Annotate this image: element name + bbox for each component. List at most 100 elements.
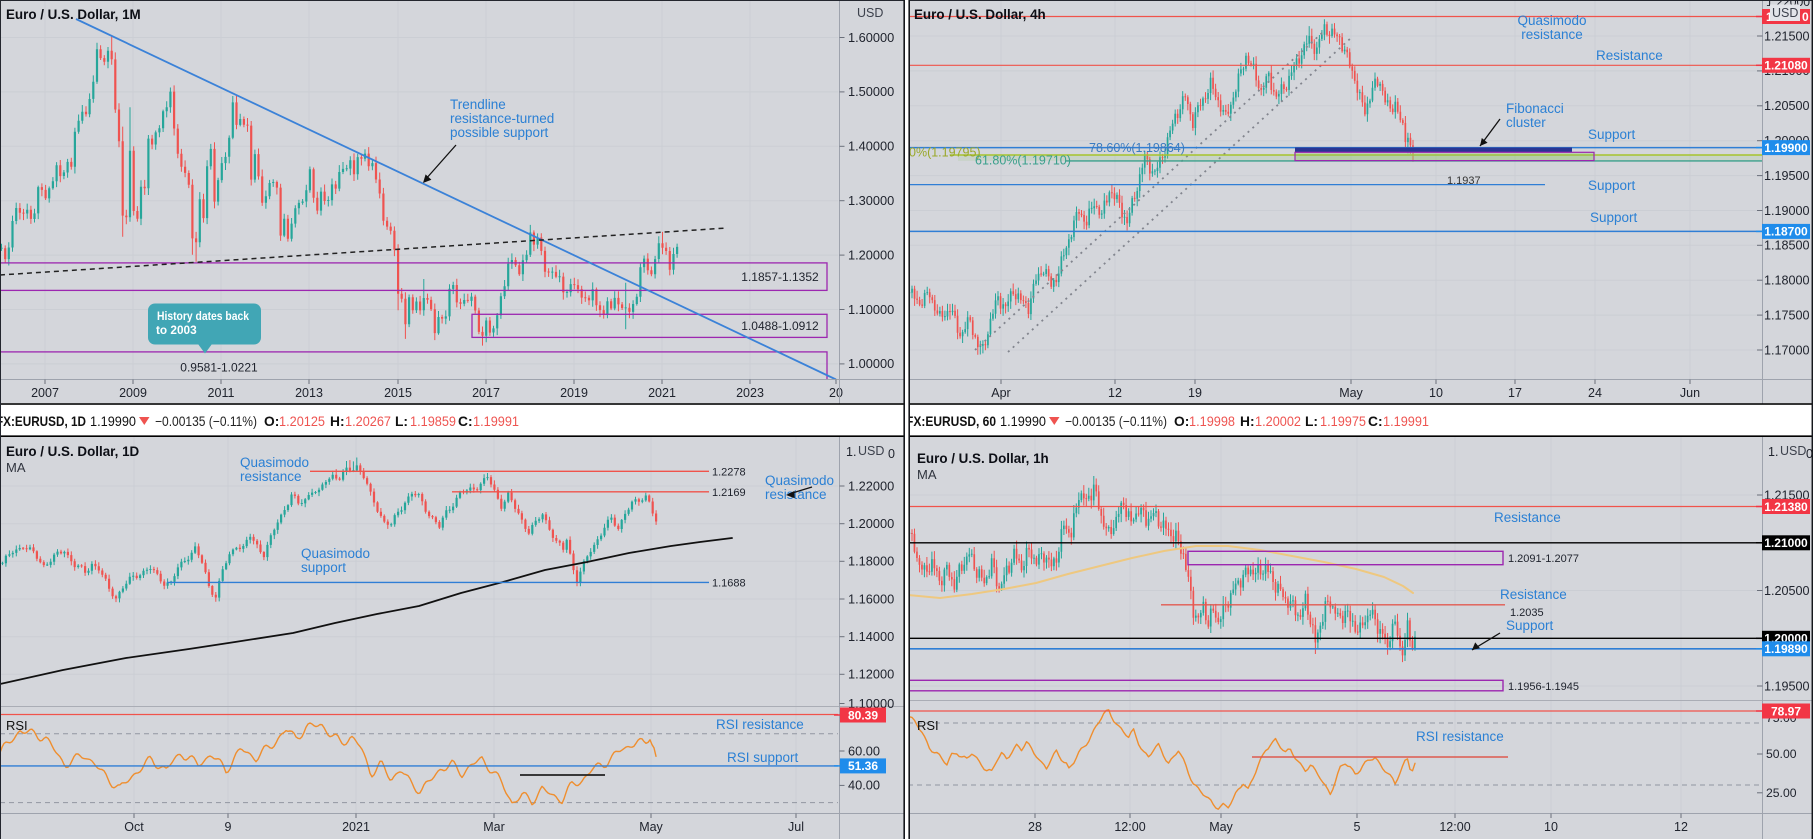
svg-text:0.9581-1.0221: 0.9581-1.0221 bbox=[180, 361, 258, 375]
svg-text:1.1857-1.1352: 1.1857-1.1352 bbox=[741, 270, 819, 284]
svg-text:H:: H: bbox=[1240, 414, 1255, 429]
svg-text:H:: H: bbox=[330, 414, 345, 429]
svg-text:2021: 2021 bbox=[342, 820, 370, 834]
svg-text:resistance: resistance bbox=[240, 469, 302, 484]
svg-text:Euro / U.S. Dollar, 1D: Euro / U.S. Dollar, 1D bbox=[6, 444, 140, 459]
svg-text:resistance: resistance bbox=[765, 487, 827, 502]
svg-text:L:: L: bbox=[395, 414, 408, 429]
svg-text:Support: Support bbox=[1588, 178, 1636, 193]
svg-text:Quasimodo: Quasimodo bbox=[301, 546, 370, 561]
svg-text:1.19990: 1.19990 bbox=[1000, 414, 1046, 429]
svg-text:resistance-turned: resistance-turned bbox=[450, 111, 554, 126]
svg-text:1.2091-1.2077: 1.2091-1.2077 bbox=[1508, 553, 1579, 565]
svg-text:17: 17 bbox=[1508, 386, 1522, 400]
svg-text:0%(1.19795): 0%(1.19795) bbox=[909, 146, 981, 160]
svg-text:1.2278: 1.2278 bbox=[712, 466, 746, 478]
svg-text:2015: 2015 bbox=[384, 386, 412, 400]
svg-text:Fibonacci: Fibonacci bbox=[1506, 101, 1564, 116]
svg-text:Jul: Jul bbox=[788, 820, 804, 834]
svg-text:2009: 2009 bbox=[119, 386, 147, 400]
svg-text:−0.00135 (−0.11%): −0.00135 (−0.11%) bbox=[1065, 414, 1167, 429]
svg-text:1.21080: 1.21080 bbox=[1764, 59, 1808, 73]
svg-text:USD: USD bbox=[1772, 6, 1798, 20]
svg-text:0: 0 bbox=[888, 447, 895, 461]
svg-text:1.1956-1.1945: 1.1956-1.1945 bbox=[1508, 681, 1579, 693]
svg-text:1.20500: 1.20500 bbox=[1764, 99, 1810, 113]
svg-text:1.10000: 1.10000 bbox=[848, 302, 894, 317]
svg-text:2013: 2013 bbox=[295, 386, 323, 400]
svg-text:1.19000: 1.19000 bbox=[1764, 204, 1810, 218]
svg-text:Quasimodo: Quasimodo bbox=[1517, 13, 1586, 28]
svg-text:Resistance: Resistance bbox=[1596, 48, 1663, 63]
svg-text:80.39: 80.39 bbox=[848, 708, 878, 722]
svg-text:0: 0 bbox=[1806, 447, 1813, 461]
svg-text:0: 0 bbox=[1802, 10, 1809, 24]
svg-text:51.36: 51.36 bbox=[848, 759, 878, 773]
svg-text:Apr: Apr bbox=[991, 386, 1010, 400]
svg-text:resistance: resistance bbox=[1521, 27, 1583, 42]
svg-text:10: 10 bbox=[1544, 820, 1558, 834]
svg-text:1.: 1. bbox=[1768, 445, 1778, 459]
svg-text:1.19859: 1.19859 bbox=[410, 414, 456, 429]
svg-text:Support: Support bbox=[1590, 210, 1638, 225]
svg-text:C:: C: bbox=[1368, 414, 1383, 429]
svg-text:1.19991: 1.19991 bbox=[473, 414, 519, 429]
svg-text:1.20267: 1.20267 bbox=[345, 414, 391, 429]
svg-text:RSI resistance: RSI resistance bbox=[1416, 729, 1504, 744]
svg-text:19: 19 bbox=[1188, 386, 1202, 400]
svg-text:20: 20 bbox=[829, 386, 843, 400]
svg-text:2011: 2011 bbox=[208, 386, 235, 400]
svg-text:−0.00135 (−0.11%): −0.00135 (−0.11%) bbox=[155, 414, 257, 429]
svg-text:1: 1 bbox=[1766, 10, 1773, 24]
svg-text:1.1688: 1.1688 bbox=[712, 577, 746, 589]
svg-text:RSI: RSI bbox=[6, 718, 28, 733]
svg-text:2019: 2019 bbox=[560, 386, 588, 400]
svg-text:to 2003: to 2003 bbox=[156, 323, 197, 337]
svg-text:MA: MA bbox=[917, 467, 937, 482]
svg-text:1.20000: 1.20000 bbox=[848, 247, 894, 262]
svg-text:History dates back: History dates back bbox=[157, 309, 249, 323]
svg-text:1.2035: 1.2035 bbox=[1510, 607, 1544, 619]
svg-text:1.10000: 1.10000 bbox=[848, 696, 894, 711]
svg-text:1.19991: 1.19991 bbox=[1383, 414, 1429, 429]
svg-text:61.80%(1.19710): 61.80%(1.19710) bbox=[975, 154, 1071, 168]
svg-text:May: May bbox=[639, 820, 663, 834]
svg-text:USD: USD bbox=[858, 444, 884, 458]
svg-text:12: 12 bbox=[1674, 820, 1688, 834]
svg-text:1.1937: 1.1937 bbox=[1447, 175, 1481, 187]
svg-text:1.20002: 1.20002 bbox=[1255, 414, 1301, 429]
svg-text:Oct: Oct bbox=[124, 820, 144, 834]
svg-text:12: 12 bbox=[1108, 386, 1122, 400]
svg-text:Mar: Mar bbox=[483, 820, 505, 834]
svg-text:12:00: 12:00 bbox=[1114, 820, 1145, 834]
svg-text:1.20125: 1.20125 bbox=[279, 414, 325, 429]
svg-text:12:00: 12:00 bbox=[1439, 820, 1470, 834]
svg-text:1.21000: 1.21000 bbox=[1764, 536, 1808, 550]
svg-text:1.60000: 1.60000 bbox=[848, 30, 894, 45]
svg-text:1.19975: 1.19975 bbox=[1320, 414, 1366, 429]
svg-text:RSI: RSI bbox=[917, 718, 939, 733]
svg-text:78.97: 78.97 bbox=[1771, 704, 1801, 718]
svg-text:1.17500: 1.17500 bbox=[1764, 308, 1810, 322]
svg-text:Resistance: Resistance bbox=[1500, 587, 1567, 602]
svg-text:Euro / U.S. Dollar, 1M: Euro / U.S. Dollar, 1M bbox=[6, 7, 141, 22]
svg-text:support: support bbox=[301, 560, 346, 575]
svg-text:2007: 2007 bbox=[31, 386, 59, 400]
svg-text:FX:EURUSD, 60: FX:EURUSD, 60 bbox=[906, 414, 996, 429]
svg-text:28: 28 bbox=[1028, 820, 1042, 834]
svg-text:1.30000: 1.30000 bbox=[848, 193, 894, 208]
svg-text:1.19500: 1.19500 bbox=[1764, 169, 1810, 183]
svg-text:1.20000: 1.20000 bbox=[848, 516, 894, 531]
svg-text:Resistance: Resistance bbox=[1494, 510, 1561, 525]
svg-text:FX:EURUSD, 1D: FX:EURUSD, 1D bbox=[0, 414, 86, 429]
svg-text:40.00: 40.00 bbox=[848, 778, 880, 793]
svg-text:cluster: cluster bbox=[1506, 115, 1546, 130]
svg-text:60.00: 60.00 bbox=[848, 743, 880, 758]
svg-text:Support: Support bbox=[1506, 618, 1554, 633]
svg-text:Quasimodo: Quasimodo bbox=[765, 473, 834, 488]
svg-text:1.: 1. bbox=[846, 445, 856, 459]
svg-text:O:: O: bbox=[1174, 414, 1189, 429]
svg-text:2017: 2017 bbox=[472, 386, 500, 400]
svg-text:May: May bbox=[1209, 820, 1233, 834]
svg-text:1.21500: 1.21500 bbox=[1764, 488, 1810, 502]
